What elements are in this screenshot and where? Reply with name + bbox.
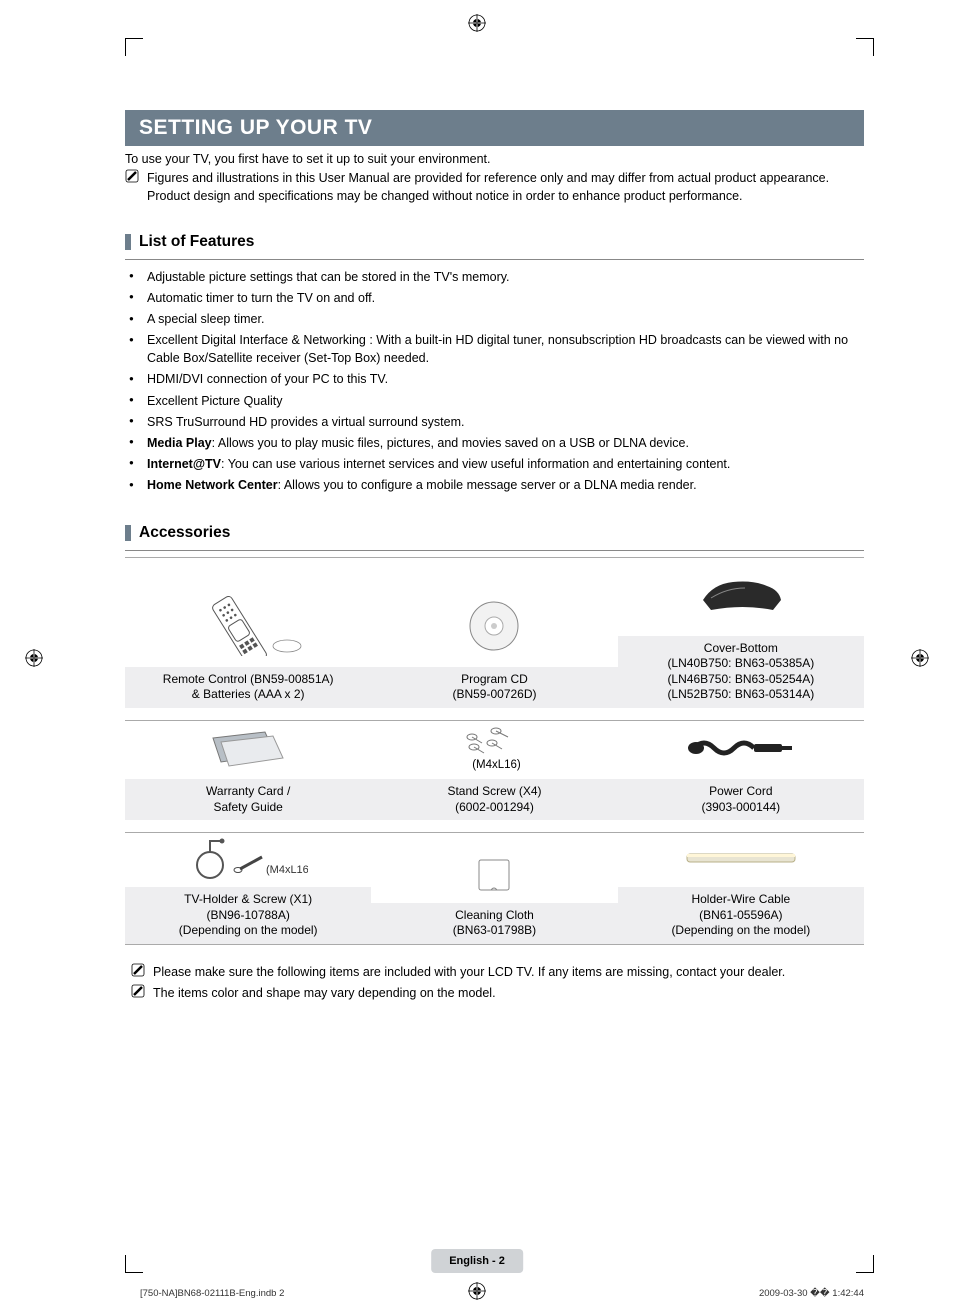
acc-label: Stand Screw (X4)(6002-001294) (371, 779, 617, 820)
heading-bar: SETTING UP YOUR TV (125, 110, 864, 146)
divider (125, 259, 864, 260)
acc-label: Program CD(BN59-00726D) (371, 667, 617, 708)
tv-holder-icon: (M4xL16) (188, 833, 308, 883)
acc-label: TV-Holder & Screw (X1)(BN96-10788A)(Depe… (125, 887, 371, 944)
feature-item: A special sleep timer. (147, 309, 864, 330)
acc-row-2: Warranty Card /Safety Guide (M4xL16) Sta… (125, 721, 864, 820)
features-title: List of Features (139, 233, 254, 251)
crop-mark-br (856, 1255, 874, 1273)
acc-label: Remote Control (BN59-00851A)& Batteries … (125, 667, 371, 708)
acc-cell: (M4xL16) Stand Screw (X4)(6002-001294) (371, 721, 617, 820)
feature-item: Media Play: Allows you to play music fil… (147, 432, 864, 453)
crop-mark-tr (856, 38, 874, 56)
acc-label: Warranty Card /Safety Guide (125, 779, 371, 820)
features-head: List of Features (125, 233, 864, 251)
foot-note-1-text: Please make sure the following items are… (153, 963, 785, 981)
acc-cell: (M4xL16) TV-Holder & Screw (X1)(BN96-107… (125, 833, 371, 944)
doc-footer-left: [750-NA]BN68-02111B-Eng.indb 2 (140, 1288, 284, 1299)
foot-notes: Please make sure the following items are… (125, 963, 864, 1003)
accessories-head: Accessories (125, 524, 864, 542)
foot-note-1: Please make sure the following items are… (131, 963, 864, 982)
wire-holder-icon (681, 833, 801, 883)
accessories-grid: Remote Control (BN59-00851A)& Batteries … (125, 557, 864, 945)
divider (125, 944, 864, 945)
feature-item: Excellent Picture Quality (147, 390, 864, 411)
accessories-title: Accessories (139, 524, 230, 542)
page-number-label: English - 2 (431, 1249, 523, 1273)
acc-label: Power Cord(3903-000144) (618, 779, 864, 820)
screw-size-label: (M4xL16) (472, 759, 521, 771)
feature-item: Excellent Digital Interface & Networking… (147, 330, 864, 369)
svg-text:(M4xL16): (M4xL16) (266, 864, 308, 876)
acc-cell: Program CD(BN59-00726D) (371, 558, 617, 708)
screws-icon: (M4xL16) (462, 721, 526, 775)
features-list: Adjustable picture settings that can be … (125, 266, 864, 495)
note-icon (125, 169, 139, 188)
registration-mark-top (468, 14, 486, 32)
feature-item: SRS TruSurround HD provides a virtual su… (147, 411, 864, 432)
feature-item: Adjustable picture settings that can be … (147, 266, 864, 287)
intro-text: To use your TV, you first have to set it… (125, 152, 864, 166)
acc-cell: Cover-Bottom(LN40B750: BN63-05385A)(LN46… (618, 558, 864, 708)
cd-icon (466, 589, 522, 663)
section-bar-icon (125, 525, 131, 541)
cloth-icon (473, 849, 515, 899)
crop-mark-tl (125, 38, 143, 56)
power-cord-icon (686, 721, 796, 775)
note-top-text: Figures and illustrations in this User M… (147, 169, 864, 205)
acc-label: Holder-Wire Cable(BN61-05596A)(Depending… (618, 887, 864, 944)
acc-cell: Cleaning Cloth(BN63-01798B) (371, 833, 617, 944)
registration-mark-left (25, 649, 43, 667)
note-icon (131, 984, 145, 1003)
acc-row-1: Remote Control (BN59-00851A)& Batteries … (125, 558, 864, 708)
acc-cell: Power Cord(3903-000144) (618, 721, 864, 820)
warranty-card-icon (203, 721, 293, 775)
note-top: Figures and illustrations in this User M… (125, 169, 864, 205)
note-icon (131, 963, 145, 982)
registration-mark-right (911, 649, 929, 667)
feature-item: Automatic timer to turn the TV on and of… (147, 287, 864, 308)
feature-item: HDMI/DVI connection of your PC to this T… (147, 369, 864, 390)
acc-cell: Warranty Card /Safety Guide (125, 721, 371, 820)
divider (125, 550, 864, 551)
acc-cell: Remote Control (BN59-00851A)& Batteries … (125, 558, 371, 708)
foot-note-2: The items color and shape may vary depen… (131, 984, 864, 1003)
remote-icon (193, 589, 303, 663)
acc-label: Cover-Bottom(LN40B750: BN63-05385A)(LN46… (618, 636, 864, 708)
cover-bottom-icon (693, 558, 789, 632)
doc-footer-right: 2009-03-30 �� 1:42:44 (759, 1288, 864, 1299)
doc-footer: [750-NA]BN68-02111B-Eng.indb 2 2009-03-3… (140, 1288, 864, 1299)
crop-mark-bl (125, 1255, 143, 1273)
acc-label: Cleaning Cloth(BN63-01798B) (371, 903, 617, 944)
acc-row-3: (M4xL16) TV-Holder & Screw (X1)(BN96-107… (125, 833, 864, 944)
acc-cell: Holder-Wire Cable(BN61-05596A)(Depending… (618, 833, 864, 944)
section-bar-icon (125, 234, 131, 250)
feature-item: Internet@TV: You can use various interne… (147, 453, 864, 474)
feature-item: Home Network Center: Allows you to confi… (147, 475, 864, 496)
foot-note-2-text: The items color and shape may vary depen… (153, 984, 496, 1002)
